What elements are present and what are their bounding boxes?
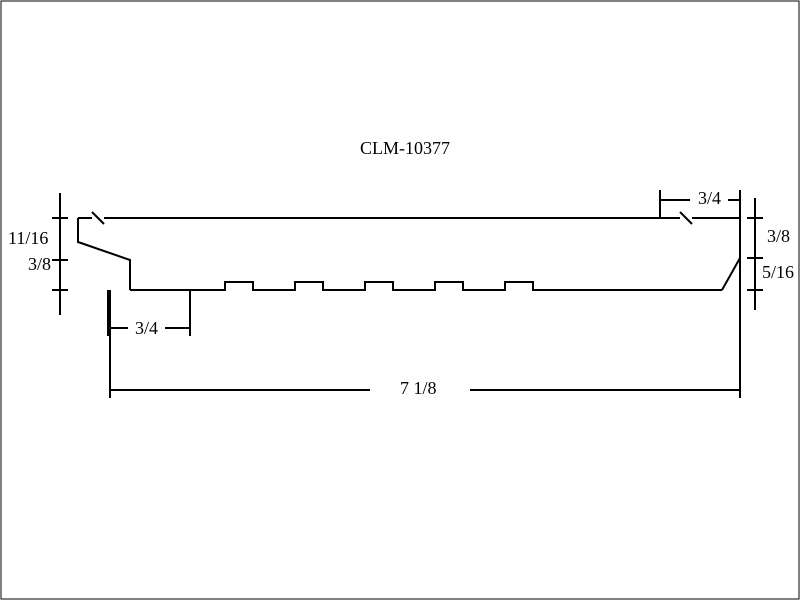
dim-bottom-left-h: 3/4: [135, 318, 158, 339]
dim-right-upper-v: 3/8: [767, 226, 790, 247]
drawing-title: CLM-10377: [360, 138, 450, 159]
dim-right-lower-v: 5/16: [762, 262, 794, 283]
dim-left-upper-v: 11/16: [8, 228, 48, 249]
dim-left-lower-v: 3/8: [28, 254, 51, 275]
dim-width: 7 1/8: [400, 378, 437, 399]
dim-top-right-h: 3/4: [698, 188, 721, 209]
